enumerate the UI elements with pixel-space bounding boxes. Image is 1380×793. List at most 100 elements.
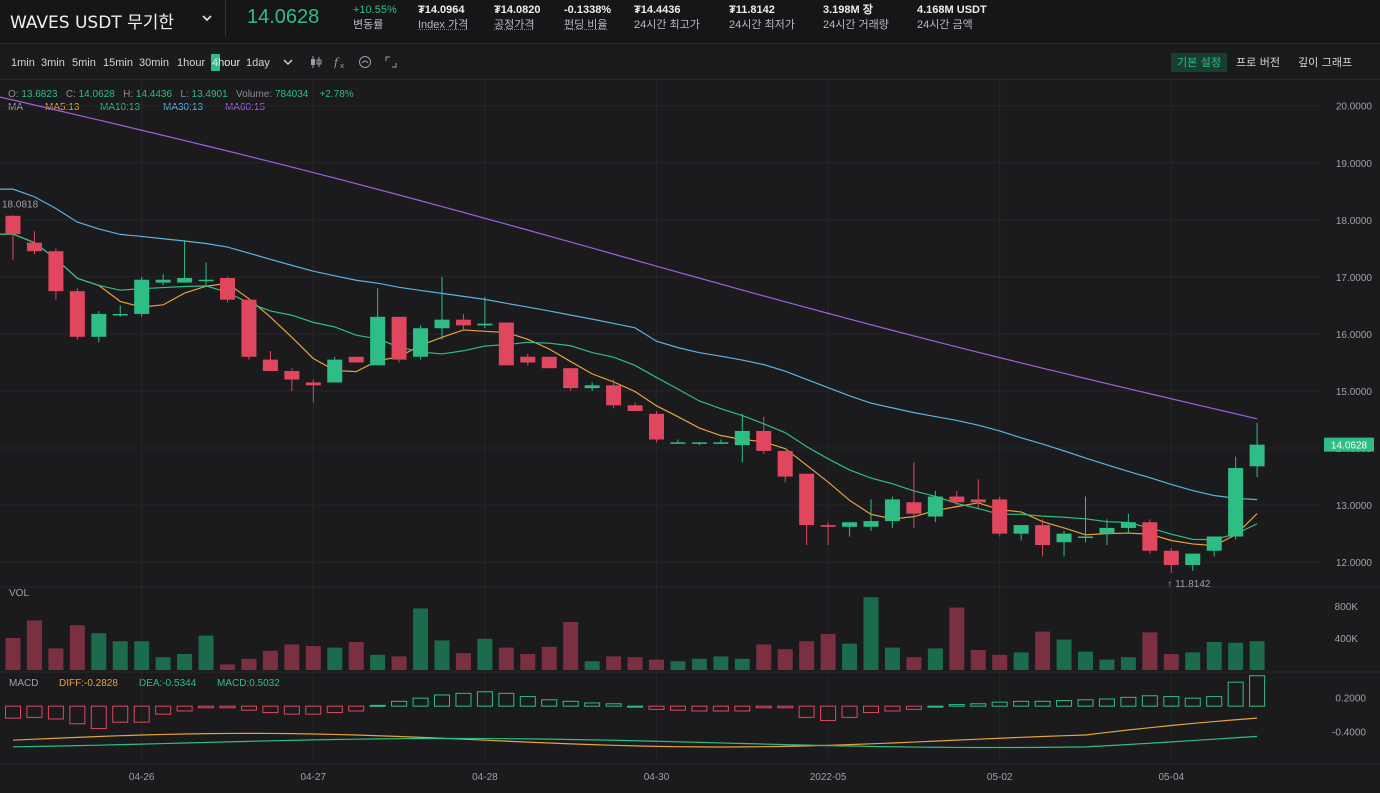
chevron-down-icon[interactable] xyxy=(281,55,295,69)
legend-change: +2.78% xyxy=(319,89,354,100)
candle-body xyxy=(26,242,42,252)
candle-body xyxy=(177,278,193,283)
macd-histogram-bar xyxy=(927,705,944,708)
volume-bar xyxy=(1120,657,1136,670)
time-tick-label: 2022-05 xyxy=(810,772,847,783)
macd-histogram-bar xyxy=(1056,700,1073,707)
candle-body xyxy=(1163,550,1179,566)
candle-body xyxy=(563,368,579,389)
legend-high: 14.4436 xyxy=(135,89,173,100)
macd-dea: DEA:-0.5344 xyxy=(139,678,197,689)
volume-bar xyxy=(1035,631,1051,670)
volume-bar xyxy=(606,656,622,670)
macd-histogram-bar xyxy=(1120,696,1137,707)
time-tick-label: 04-27 xyxy=(301,772,327,783)
interval-5min[interactable]: 5min xyxy=(72,57,96,69)
volume-bar xyxy=(1249,641,1265,670)
macd-tick-label: 0.2000 xyxy=(1335,694,1366,705)
fullscreen-icon[interactable] xyxy=(384,55,398,69)
interval-3min[interactable]: 3min xyxy=(41,57,65,69)
price-tick-label: 13.0000 xyxy=(1336,501,1373,512)
candle-body xyxy=(927,496,943,517)
stat-24h-low: ₮11.8142 24시간 최저가 xyxy=(729,3,795,33)
macd-histogram-bar xyxy=(1249,675,1266,707)
candle-type-icon[interactable] xyxy=(309,55,323,69)
ma10-label: MA10:13 xyxy=(100,102,141,113)
stat-change-value: +10.55% xyxy=(353,4,397,16)
macd-histogram-bar xyxy=(305,705,322,715)
volume-bar xyxy=(906,657,922,670)
svg-text:x: x xyxy=(340,62,344,69)
volume-bar xyxy=(391,656,407,670)
view-pro-button[interactable]: 프로 버전 xyxy=(1236,56,1280,69)
volume-bar xyxy=(1142,632,1158,670)
candle-body xyxy=(284,371,300,380)
macd-histogram-bar xyxy=(820,705,837,722)
macd-histogram-bar xyxy=(1141,695,1158,707)
macd-tick-label: -0.4000 xyxy=(1332,728,1366,739)
candle-body xyxy=(1099,527,1115,534)
stat-index-price-label[interactable]: Index 가격 xyxy=(418,19,469,31)
chevron-down-icon[interactable] xyxy=(200,8,214,28)
stat-fair-price-label[interactable]: 공정가격 xyxy=(494,19,535,31)
volume-bar xyxy=(670,661,686,670)
stat-index-price[interactable]: ₮14.0964 Index 가격 xyxy=(418,3,468,33)
candle-body xyxy=(455,319,471,326)
candle-body xyxy=(348,356,364,363)
kline-chart[interactable]: 12.000013.000014.000015.000016.000017.00… xyxy=(0,80,1380,793)
candle-body xyxy=(1120,522,1136,528)
volume-bar xyxy=(777,649,793,670)
view-depth-button[interactable]: 깊이 그래프 xyxy=(1298,56,1353,69)
ma5-label: MA5:13 xyxy=(45,102,80,113)
volume-bar xyxy=(455,653,471,670)
volume-bar xyxy=(134,641,150,670)
max-price-marker: 18.0818 xyxy=(2,200,39,211)
candle-body xyxy=(1142,522,1158,551)
interval-4hour[interactable]: 4hour xyxy=(212,57,241,69)
candle-body xyxy=(241,299,257,357)
template-icon[interactable] xyxy=(358,55,372,69)
ma30-label: MA30:13 xyxy=(163,102,204,113)
volume-bar xyxy=(927,648,943,670)
stat-funding-rate[interactable]: -0.1338% 펀딩 비율 xyxy=(564,3,611,33)
macd-histogram-bar xyxy=(712,705,729,712)
current-price-tag xyxy=(1324,437,1374,452)
ma60-line xyxy=(0,96,1258,420)
stat-24h-low-value: ₮11.8142 xyxy=(729,4,775,16)
pair-title[interactable]: WAVES USDT 무기한 xyxy=(10,13,175,33)
volume-bar xyxy=(649,659,664,670)
candle-body xyxy=(734,430,750,446)
macd-histogram-bar xyxy=(434,694,450,707)
volume-bar xyxy=(305,646,321,670)
volume-bar xyxy=(477,638,493,670)
volume-bar xyxy=(713,656,729,670)
candle-body xyxy=(91,313,107,337)
interval-30min[interactable]: 30min xyxy=(139,57,169,69)
interval-1day[interactable]: 1day xyxy=(246,57,270,69)
stat-funding-rate-label[interactable]: 펀딩 비율 xyxy=(564,19,608,31)
candle-body xyxy=(949,496,965,503)
interval-1min[interactable]: 1min xyxy=(11,57,35,69)
candle-body xyxy=(992,499,1008,534)
macd-histogram-bar xyxy=(1034,700,1051,707)
interval-15min[interactable]: 15min xyxy=(103,57,133,69)
volume-bar xyxy=(5,638,21,670)
price-tick-label: 12.0000 xyxy=(1336,558,1373,569)
volume-bar xyxy=(48,648,64,670)
interval-1hour[interactable]: 1hour xyxy=(177,57,206,69)
candle-body xyxy=(198,279,214,282)
candle-body xyxy=(5,215,21,235)
stat-fair-price[interactable]: ₮14.0820 공정가격 xyxy=(494,3,540,33)
macd-histogram-bar xyxy=(691,705,708,712)
volume-bar xyxy=(112,641,128,670)
macd-histogram-bar xyxy=(777,705,794,709)
macd-histogram-bar xyxy=(198,705,215,709)
macd-histogram-bar xyxy=(970,703,987,707)
candle-body xyxy=(884,499,900,522)
stat-24h-high-label: 24시간 최고가 xyxy=(634,19,700,31)
volume-bar xyxy=(327,647,343,670)
macd-histogram-bar xyxy=(498,692,515,707)
view-basic-button[interactable]: 기본 설정 xyxy=(1171,53,1227,72)
